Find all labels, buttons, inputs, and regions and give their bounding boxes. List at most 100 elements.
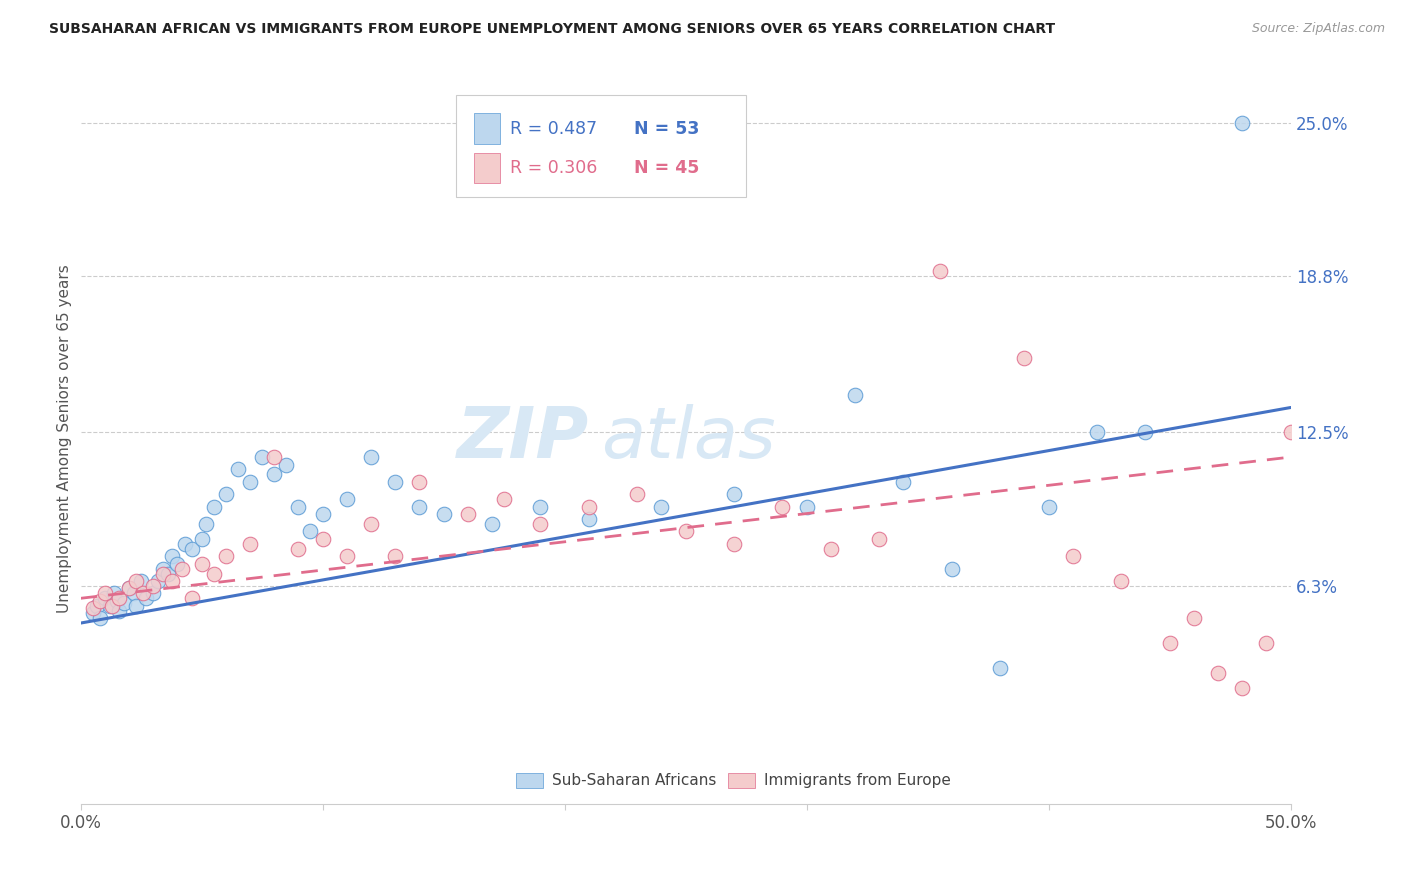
Y-axis label: Unemployment Among Seniors over 65 years: Unemployment Among Seniors over 65 years — [58, 264, 72, 613]
Point — [250, 450, 273, 464]
Point — [432, 507, 454, 521]
Point — [494, 492, 516, 507]
Point — [152, 561, 174, 575]
Point — [578, 512, 600, 526]
Point — [215, 549, 238, 564]
Point — [1206, 665, 1229, 680]
Point — [311, 532, 333, 546]
Point — [893, 475, 915, 489]
Text: R = 0.306: R = 0.306 — [510, 159, 598, 177]
Point — [868, 532, 890, 546]
Point — [626, 487, 648, 501]
Point — [108, 591, 131, 606]
Point — [129, 574, 152, 588]
Point — [101, 599, 124, 613]
Point — [384, 475, 406, 489]
Text: ZIP: ZIP — [457, 404, 589, 473]
Point — [86, 599, 108, 613]
Point — [89, 611, 111, 625]
Point — [180, 591, 202, 606]
Text: Immigrants from Europe: Immigrants from Europe — [765, 773, 950, 789]
Point — [172, 561, 194, 575]
Point — [122, 586, 145, 600]
Point — [928, 264, 950, 278]
Point — [105, 594, 128, 608]
Point — [1232, 115, 1254, 129]
Point — [190, 557, 212, 571]
Point — [263, 467, 285, 482]
Point — [226, 462, 249, 476]
Point — [82, 601, 104, 615]
Point — [1256, 636, 1278, 650]
Point — [287, 541, 309, 556]
Point — [844, 388, 866, 402]
Point — [112, 596, 135, 610]
Point — [156, 566, 179, 581]
Point — [1279, 425, 1302, 440]
Text: N = 53: N = 53 — [634, 120, 699, 137]
Point — [529, 500, 551, 514]
Point — [723, 537, 745, 551]
Text: N = 45: N = 45 — [634, 159, 699, 177]
Text: SUBSAHARAN AFRICAN VS IMMIGRANTS FROM EUROPE UNEMPLOYMENT AMONG SENIORS OVER 65 : SUBSAHARAN AFRICAN VS IMMIGRANTS FROM EU… — [49, 22, 1056, 37]
Point — [125, 599, 148, 613]
Point — [202, 566, 225, 581]
Text: Sub-Saharan Africans: Sub-Saharan Africans — [553, 773, 717, 789]
Point — [384, 549, 406, 564]
Point — [239, 475, 262, 489]
Point — [142, 579, 165, 593]
Point — [173, 537, 195, 551]
Point — [408, 475, 430, 489]
Point — [93, 591, 115, 606]
Point — [98, 599, 121, 613]
Point — [578, 500, 600, 514]
Point — [1014, 351, 1036, 365]
Point — [152, 566, 174, 581]
Point — [202, 500, 225, 514]
Point — [723, 487, 745, 501]
Point — [215, 487, 238, 501]
Point — [481, 516, 503, 531]
Point — [336, 549, 359, 564]
Point — [1038, 500, 1060, 514]
Point — [299, 524, 322, 539]
Point — [135, 591, 157, 606]
Text: atlas: atlas — [600, 404, 776, 473]
Point — [988, 661, 1011, 675]
Point — [89, 594, 111, 608]
Point — [103, 586, 125, 600]
Point — [118, 582, 141, 596]
Point — [195, 516, 218, 531]
Point — [166, 557, 188, 571]
Point — [360, 516, 382, 531]
Point — [1135, 425, 1157, 440]
Point — [287, 500, 309, 514]
Point — [118, 582, 141, 596]
Point — [360, 450, 382, 464]
Point — [941, 561, 963, 575]
Point — [1159, 636, 1181, 650]
Point — [675, 524, 697, 539]
Point — [276, 458, 298, 472]
Point — [1303, 351, 1326, 365]
Bar — [474, 113, 501, 144]
Point — [162, 549, 184, 564]
Point — [146, 574, 169, 588]
Point — [125, 574, 148, 588]
Point — [190, 532, 212, 546]
Point — [650, 500, 672, 514]
Point — [796, 500, 818, 514]
Point — [457, 507, 479, 521]
Point — [1085, 425, 1108, 440]
Point — [263, 450, 285, 464]
Point — [529, 516, 551, 531]
Point — [239, 537, 262, 551]
Point — [1232, 681, 1254, 695]
Point — [770, 500, 793, 514]
Point — [408, 500, 430, 514]
Point — [142, 586, 165, 600]
Point — [336, 492, 359, 507]
Point — [1109, 574, 1132, 588]
Point — [1062, 549, 1084, 564]
Point — [820, 541, 842, 556]
